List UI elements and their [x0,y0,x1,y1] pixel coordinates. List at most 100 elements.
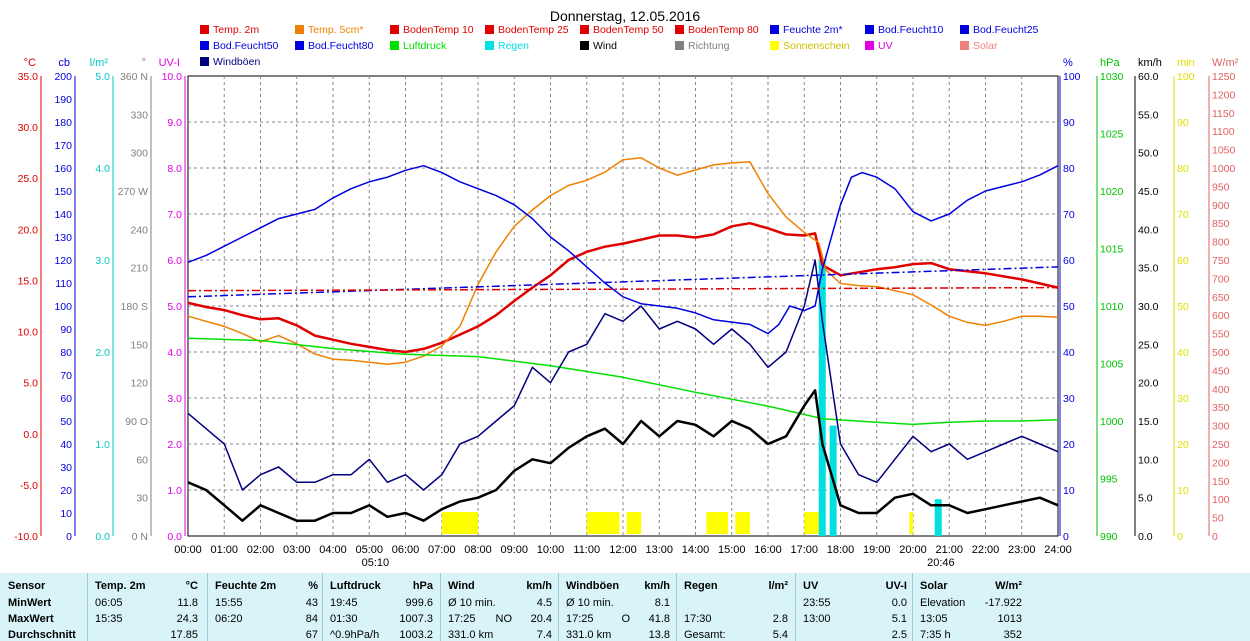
axis-tick-label: 50 [60,416,72,428]
stats-row-label: MinWert [8,597,52,609]
axis-tick-label: 30.0 [18,122,39,134]
axis-tick-label: 15.0 [18,275,39,287]
axis-tick-label: 360 N [120,71,148,83]
legend-label: Windböen [213,56,260,68]
axis-tick-label: 40 [1177,347,1189,359]
axis-unit: UV-I [159,57,180,69]
axis-tick-label: 210 [130,263,148,275]
stats-header-gust: Windböen [566,580,620,592]
axis-tick-label: 1100 [1212,126,1235,138]
axis-tick-label: 0.0 [23,429,38,441]
series-line [187,164,1059,335]
legend-label: Feuchte 2m* [783,24,843,36]
axis-tick-label: 800 [1212,237,1230,249]
axis-unit: W/m² [1212,57,1239,69]
stats-cell-time: 13:00 [803,613,831,625]
axis-tick-label: 0 [66,531,72,543]
axis-tick-label: 500 [1212,347,1230,359]
axis-tick-label: 50 [1212,513,1224,525]
stats-cell-time: 13:05 [920,613,948,625]
axis-tick-label: 3.0 [95,255,110,267]
axis-unit: hPa [1100,57,1120,69]
sunshine-bar [735,512,750,534]
axis-tick-label: 10 [1063,485,1075,497]
legend-swatch [865,25,874,34]
axis-tick-label: 1250 [1212,71,1236,83]
axis-tick-label: 90 [60,324,72,336]
axis-tick-label: 0 [1177,531,1183,543]
axis-tick-label: 300 [1212,421,1230,433]
stats-cell-value: 4.5 [536,597,552,609]
axis-tick-label: 40 [60,439,72,451]
axis-unit: ° [142,57,146,69]
axis-tick-label: 180 [54,117,72,129]
x-tick-label: 05:00 [355,544,383,556]
axis-tick-label: 0.0 [1138,531,1153,543]
stats-cell-value: 999.6 [405,597,433,609]
axis-tick-label: 9.0 [167,117,182,129]
series-line [187,286,1059,292]
axis-tick-label: 30 [136,493,148,505]
legend-label: Bod.Feucht10 [878,24,944,36]
axis-tick-label: 6.0 [167,255,182,267]
stats-header-wind: Wind [448,580,475,592]
column-divider [87,573,88,641]
axis-tick-label: 120 [54,255,72,267]
axis-tick-label: 110 [55,278,72,290]
stats-cell-value: -17.922 [984,597,1022,609]
axis-tick-label: -5.0 [20,480,38,492]
axis-tick-label: 10 [1177,485,1189,497]
x-tick-label: 17:00 [790,544,818,556]
axis-tick-label: 2.0 [95,347,110,359]
series-line [187,259,1059,491]
stats-unit-solar: W/m² [995,580,1022,592]
legend-label: Bod.Feucht80 [308,40,374,52]
legend-swatch [295,25,304,34]
axis-tick-label: 30 [1177,393,1189,405]
axis-tick-label: 5.0 [23,378,38,390]
axis-tick-label: 990 [1100,531,1118,543]
axis-tick-label: 4.0 [167,347,182,359]
stats-unit-temp: °C [185,580,198,592]
axis-tick-label: 25.0 [18,173,39,185]
axis-tick-label: 50 [1063,301,1075,313]
legend-swatch [865,41,874,50]
axis-tick-label: 70 [1063,209,1075,221]
axis-tick-label: 60 [60,393,72,405]
x-tick-label: 12:00 [609,544,637,556]
axis-tick-label: 600 [1212,310,1230,322]
axis-tick-label: 1025 [1100,129,1124,141]
legend-swatch [485,25,494,34]
axis-tick-label: 60.0 [1138,71,1159,83]
axis-tick-label: -10.0 [14,531,38,543]
axis-unit: % [1063,57,1073,69]
axis-tick-label: 120 [130,378,148,390]
x-tick-label: 16:00 [754,544,782,556]
stats-cell-time: ^0.9hPa/h [330,629,380,641]
stats-header-rain: Regen [684,580,718,592]
axis-tick-label: 55.0 [1138,109,1159,121]
legend-label: Bod.Feucht25 [973,24,1039,36]
axis-tick-label: 160 [54,163,72,175]
axis-tick-label: 40.0 [1138,224,1159,236]
stats-header-hum: Feuchte 2m [215,580,277,592]
axis-tick-label: 8.0 [167,163,182,175]
stats-cell-time: 19:45 [330,597,358,609]
axis-tick-label: 1150 [1212,108,1235,120]
stats-cell-time: 23:55 [803,597,831,609]
axis-tick-label: 240 [130,224,148,236]
legend-swatch [390,25,399,34]
axis-tick-label: 400 [1212,384,1230,396]
axis-tick-label: 3.0 [167,393,182,405]
axis-tick-label: 100 [1177,71,1195,83]
axis-tick-label: 995 [1100,474,1118,486]
stats-cell-value: 41.8 [648,613,670,625]
stats-cell-value: 43 [305,597,318,609]
stats-unit-uv: UV-I [885,580,907,592]
series-line [187,389,1059,522]
stats-cell-dir: NO [495,613,513,625]
sunrise-label: 05:10 [362,557,390,569]
axis-tick-label: 20 [60,485,72,497]
axis-tick-label: 150 [1212,476,1230,488]
sunset-label: 20:46 [927,557,955,569]
